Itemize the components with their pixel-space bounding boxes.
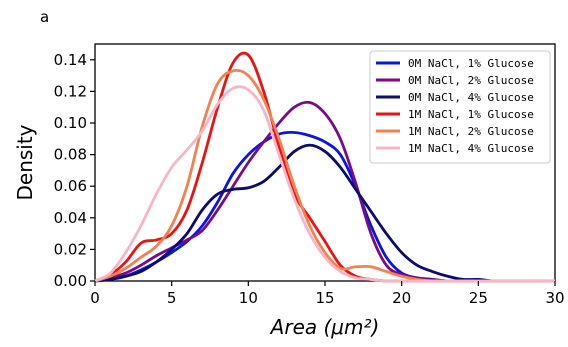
panel-label: a (40, 8, 49, 26)
y-axis-label: Density (13, 124, 37, 200)
x-axis-label: Area (μm²) (269, 315, 380, 339)
x-tick-label: 20 (392, 289, 411, 307)
y-tick-label: 0.02 (54, 240, 87, 258)
x-tick-label: 30 (545, 289, 564, 307)
legend-label: 1M NaCl, 2% Glucose (408, 125, 534, 138)
x-tick-label: 5 (167, 289, 177, 307)
x-tick-label: 0 (90, 289, 100, 307)
y-tick-label: 0.10 (54, 114, 87, 132)
series-line-3 (94, 143, 555, 283)
y-tick-label: 0.04 (54, 209, 87, 227)
y-tick-label: 0.08 (54, 146, 87, 164)
legend-label: 0M NaCl, 1% Glucose (408, 57, 534, 70)
ticks-layer: 0 5 10 15 20 25 30 0.00 0.02 0.04 0.06 0.08 0.10 0.12… (54, 51, 565, 307)
y-tick-label: 0.12 (54, 82, 87, 100)
x-tick-label: 10 (239, 289, 258, 307)
legend-label: 1M NaCl, 4% Glucose (408, 142, 534, 155)
legend-label: 1M NaCl, 1% Glucose (408, 108, 534, 121)
legend-label: 0M NaCl, 4% Glucose (408, 91, 534, 104)
legend-box (369, 50, 551, 164)
y-tick-label: 0.06 (54, 177, 87, 195)
legend-label: 0M NaCl, 2% Glucose (408, 74, 534, 87)
x-tick-label: 25 (469, 289, 488, 307)
x-tick-label: 15 (315, 289, 334, 307)
plot-area: 0 5 10 15 20 25 30 0.00 0.02 0.04 0.06 0.08 0.10 0.12… (54, 43, 565, 307)
legend: 0M NaCl, 1% Glucose 0M NaCl, 2% Glucose 0M… (369, 50, 551, 164)
y-tick-label: 0.14 (54, 51, 87, 69)
y-tick-label: 0.00 (54, 272, 87, 290)
